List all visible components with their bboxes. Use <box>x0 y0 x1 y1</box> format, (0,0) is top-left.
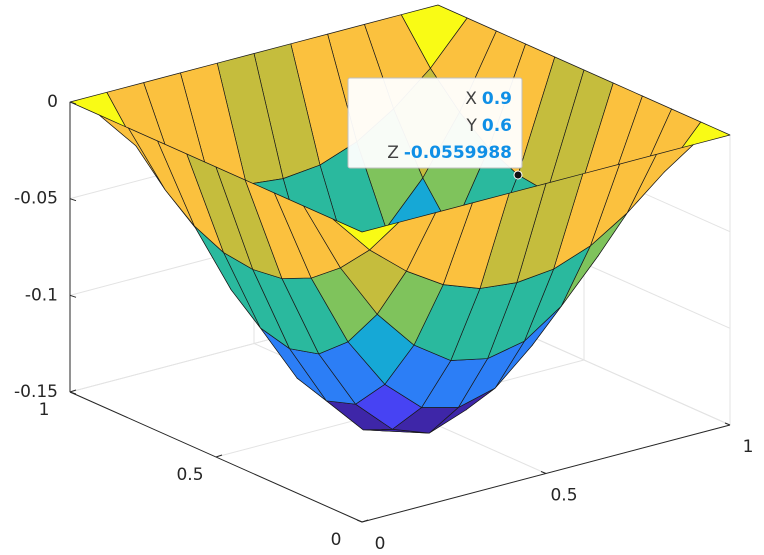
z-tick <box>69 198 77 202</box>
datatip-label: Z <box>387 143 399 163</box>
datatip-value: 0.9 <box>482 89 512 109</box>
datatip-row: X 0.9 <box>465 89 512 109</box>
z-tick-label: 0 <box>47 92 58 112</box>
datatip-row: Y 0.6 <box>465 116 512 136</box>
x-tick-label: 0 <box>375 534 386 554</box>
datatip[interactable]: X 0.9Y 0.6Z -0.0559988 <box>347 77 523 180</box>
datatip-box <box>347 77 523 169</box>
z-tick-label: -0.05 <box>14 189 58 209</box>
z-tick <box>69 101 77 105</box>
datatip-label: X <box>465 89 477 109</box>
x-tick <box>356 519 363 523</box>
z-tick-label: -0.1 <box>25 285 58 305</box>
x-tick <box>724 422 731 426</box>
y-tick <box>69 389 77 393</box>
datatip-label: Y <box>465 116 477 136</box>
z-tick-label: -0.15 <box>14 382 58 402</box>
y-tick <box>361 519 369 523</box>
x-tick <box>540 471 547 474</box>
y-tick-label: 1 <box>39 400 50 420</box>
y-tick <box>215 454 223 458</box>
datatip-value: 0.6 <box>482 116 512 136</box>
z-tick <box>69 391 77 395</box>
axes: -0.15 -0.1 -0.05 0 0 0.5 1 0 0.5 1 <box>14 92 753 554</box>
surface-patch <box>332 218 400 251</box>
x-tick-label: 0.5 <box>550 486 577 506</box>
y-tick-label: 0.5 <box>176 465 203 485</box>
surface <box>69 4 731 434</box>
datatip-marker <box>513 170 523 180</box>
z-tick <box>69 294 77 298</box>
y-tick-label: 0 <box>331 530 342 550</box>
datatip-row: Z -0.0559988 <box>387 143 512 163</box>
datatip-value: -0.0559988 <box>404 143 512 163</box>
x-tick-label: 1 <box>743 437 754 457</box>
